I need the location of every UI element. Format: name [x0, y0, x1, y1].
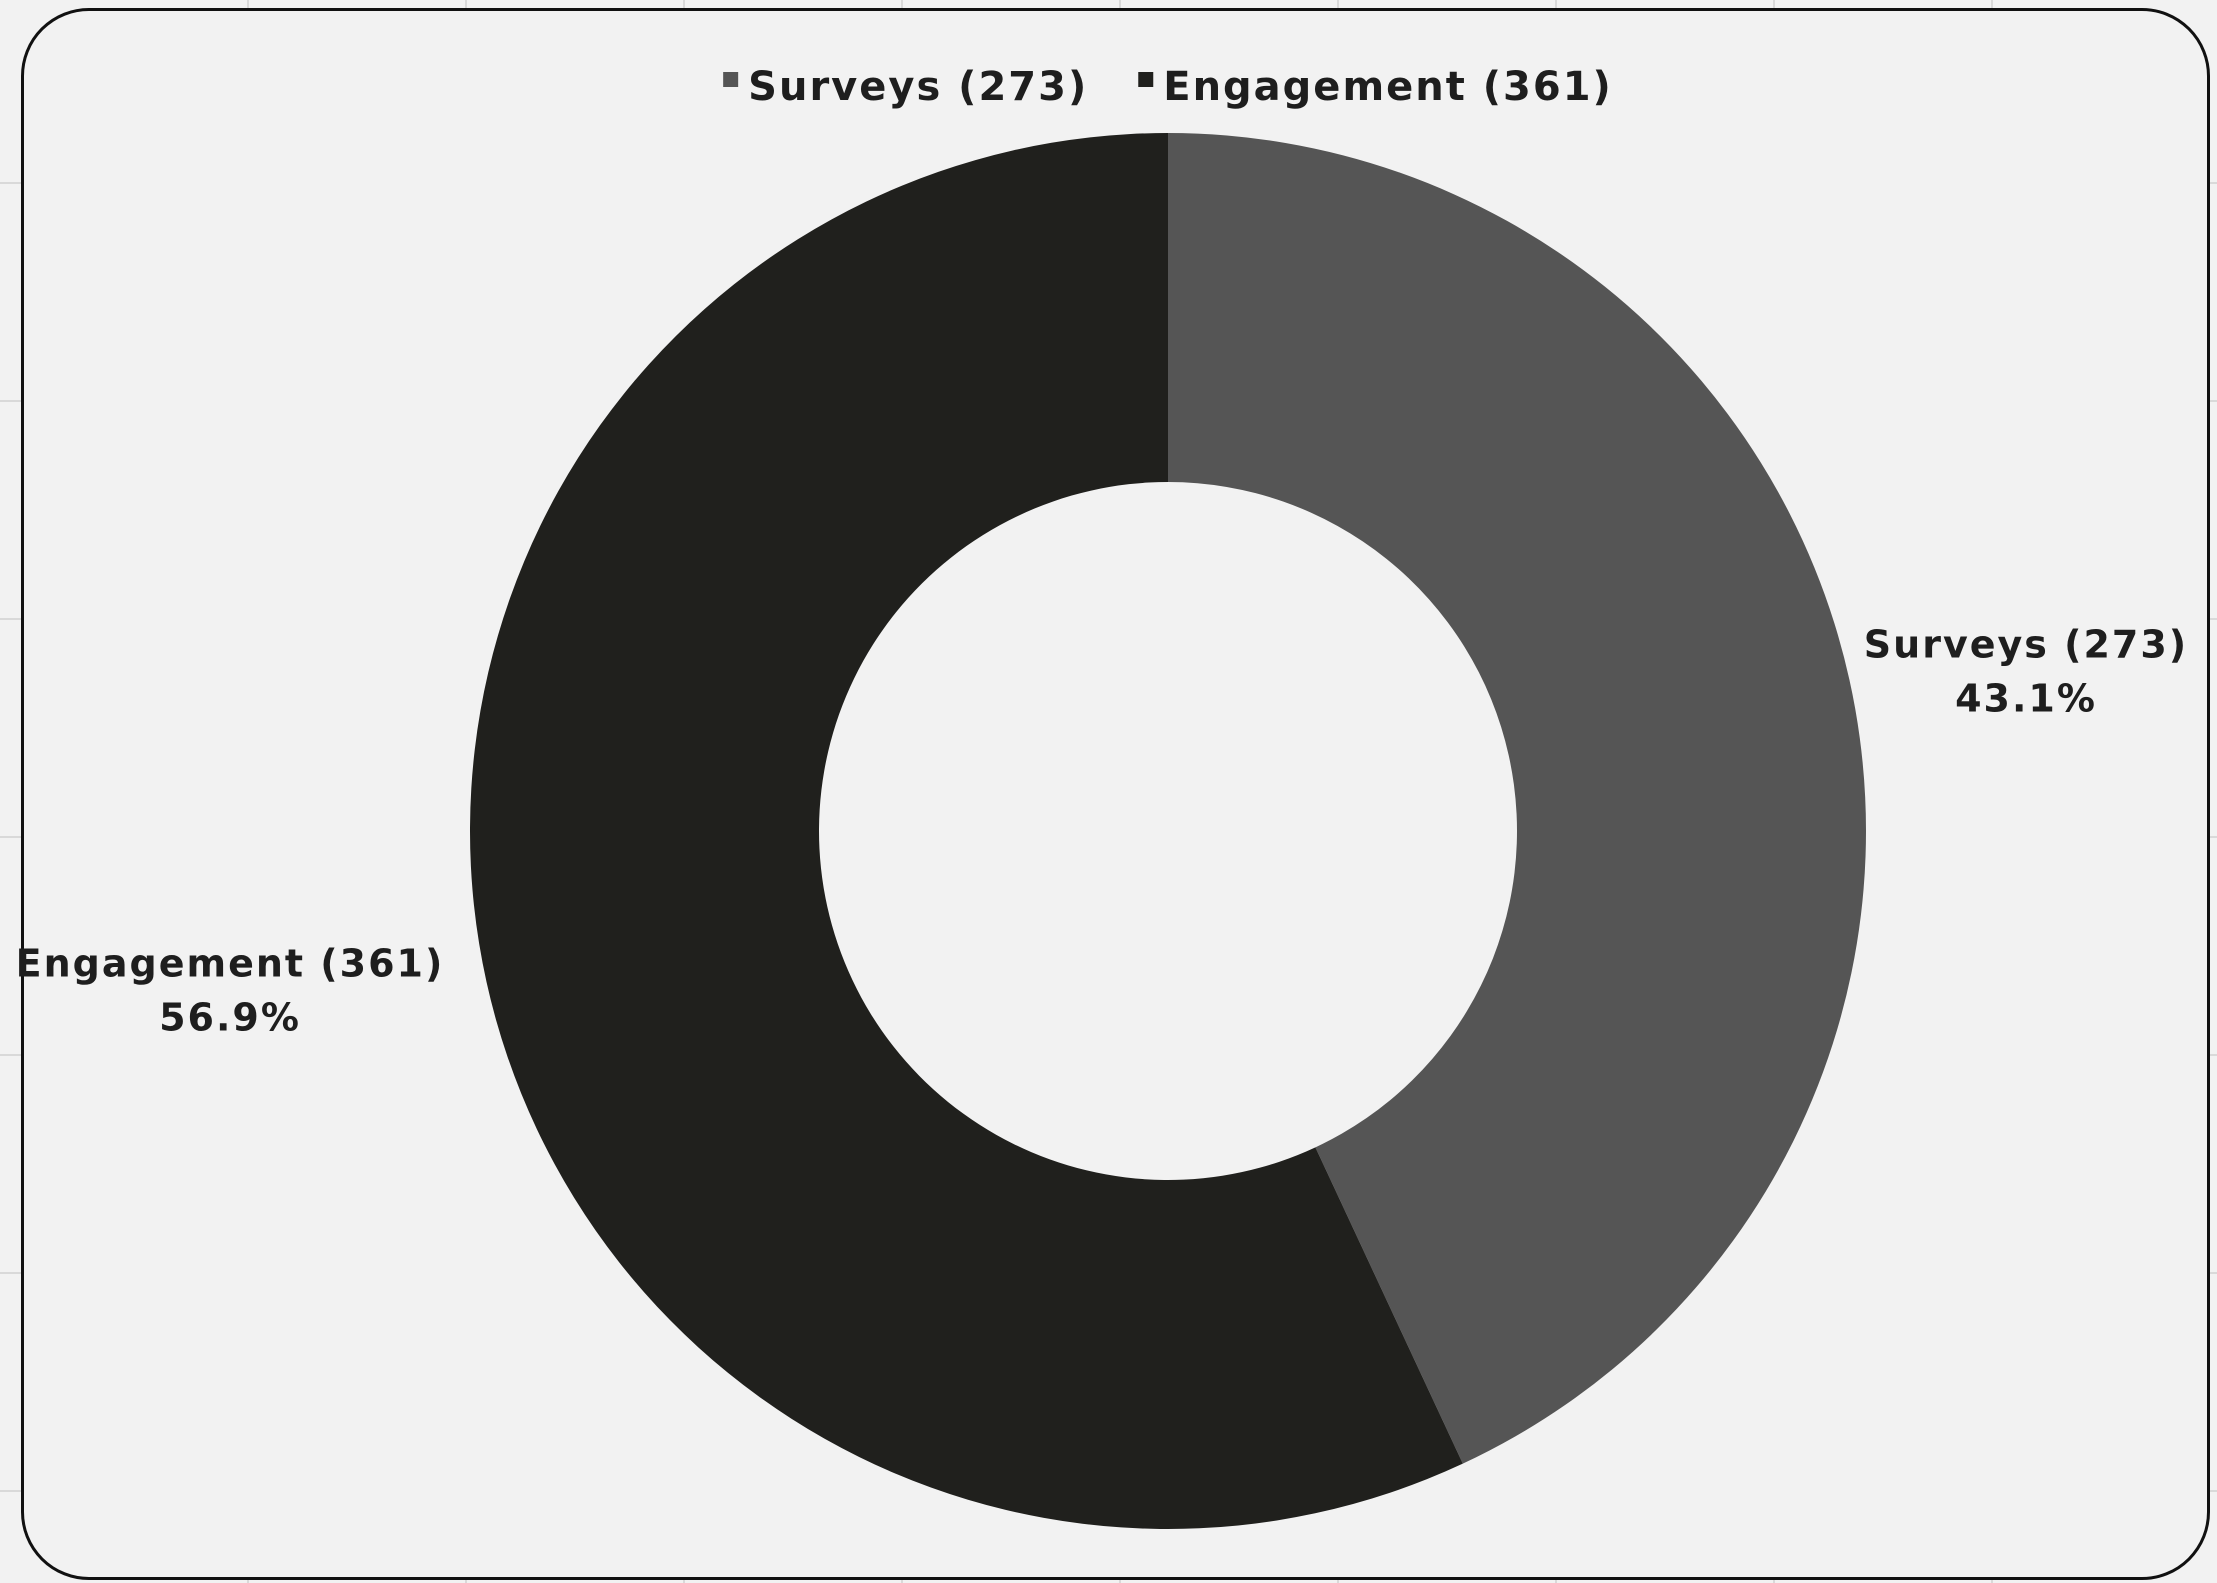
legend-item-surveys[interactable]: Surveys (273): [723, 64, 1088, 110]
slice-percent-label: 43.1%: [1955, 676, 2097, 720]
slices-layer: [469, 133, 1866, 1529]
slice-name-label: Surveys (273): [1864, 622, 2188, 666]
slice-percent-label: 56.9%: [159, 996, 301, 1040]
legend-label: Engagement (361): [1163, 64, 1613, 110]
slice-label-surveys: Surveys (273) 43.1%: [1864, 622, 2188, 720]
slice-surveys[interactable]: [1168, 133, 1866, 1464]
slice-label-engagement: Engagement (361) 56.9%: [16, 942, 445, 1040]
slice-engagement[interactable]: [469, 133, 1463, 1529]
legend-swatch: [723, 72, 739, 87]
legend-swatch: [1138, 72, 1154, 87]
legend-label: Surveys (273): [748, 64, 1088, 110]
slice-labels: Surveys (273) 43.1% Engagement (361) 56.9%: [16, 622, 2188, 1040]
legend-item-engagement[interactable]: Engagement (361): [1138, 64, 1613, 110]
legend: Surveys (273) Engagement (361): [723, 64, 1613, 110]
slice-name-label: Engagement (361): [16, 942, 445, 986]
